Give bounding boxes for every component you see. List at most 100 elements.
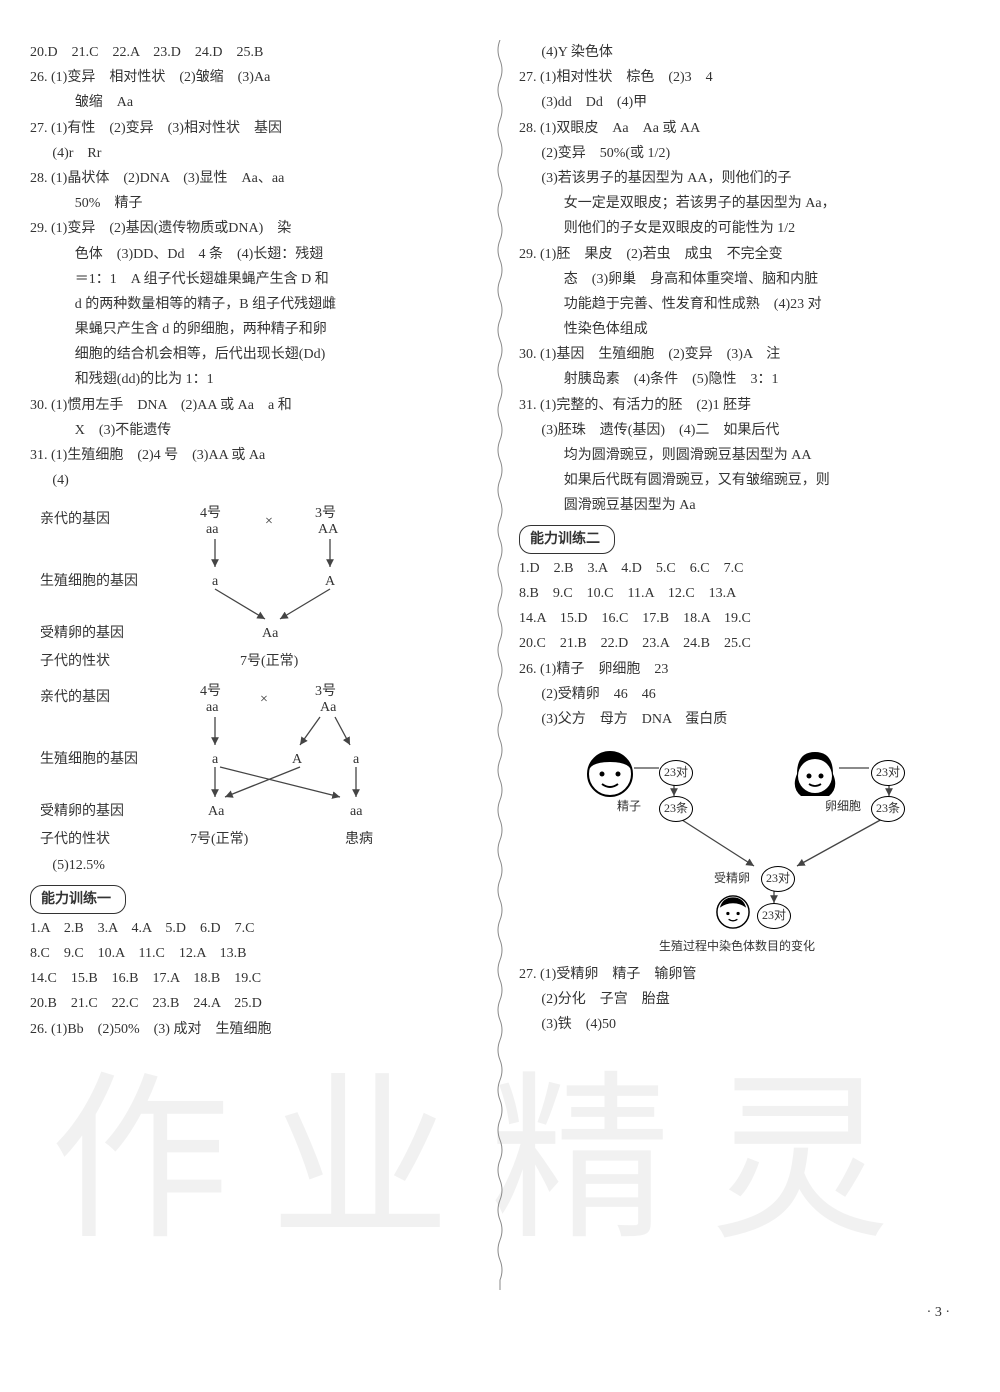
section-1-title: 能力训练一 xyxy=(30,879,481,916)
s1-1: 1.A 2.B 3.A 4.A 5.D 6.D 7.C xyxy=(30,916,481,941)
wavy-divider-icon xyxy=(496,40,504,1290)
chromosome-diagram: 23对 23对 23条 23条 精子 卵细胞 受精卵 23对 23对 生殖过程中… xyxy=(539,738,969,958)
r-28: 28. (1)双眼皮 Aa Aa 或 AA xyxy=(519,116,970,141)
r-27-2: 27. (1)受精卵 精子 输卵管 xyxy=(519,962,970,987)
ans-29f: 细胞的结合机会相等，后代出现长翅(Dd) xyxy=(30,342,481,367)
d1-A: A xyxy=(325,569,335,594)
ped-mother-23p: 23对 xyxy=(871,760,905,786)
genetics-diagram-1: 亲代的基因 4号 aa × 3号 AA 生殖细胞的基因 a A 受精卵的基因 A… xyxy=(40,501,481,671)
ans-29d: d 的两种数量相等的精子，B 组子代残翅雌 xyxy=(30,292,481,317)
d2-a: a xyxy=(212,747,218,772)
ans-29g: 和残翅(dd)的比为 1：1 xyxy=(30,367,481,392)
d2-p3g: Aa xyxy=(320,695,336,720)
d2-child2: 患病 xyxy=(345,827,373,852)
ped-sperm-label: 精子 xyxy=(617,796,641,818)
s2-26c: (3)父方 母方 DNA 蛋白质 xyxy=(519,707,970,732)
s2-3: 14.A 15.D 16.C 17.B 18.A 19.C xyxy=(519,606,970,631)
ans-31: 31. (1)生殖细胞 (2)4 号 (3)AA 或 Aa xyxy=(30,443,481,468)
d1-child: 7号(正常) xyxy=(240,649,298,674)
ans-26b: 皱缩 Aa xyxy=(30,90,481,115)
ped-zygote-label: 受精卵 xyxy=(714,868,750,890)
r-27-2c: (3)铁 (4)50 xyxy=(519,1012,970,1037)
r-29b: 态 (3)卵巢 身高和体重突增、脑和内脏 xyxy=(519,267,970,292)
ped-egg-23t: 23条 xyxy=(871,796,905,822)
father-face-icon xyxy=(584,748,636,800)
r-27-2b: (2)分化 子宫 胎盘 xyxy=(519,987,970,1012)
ped-zygote-23p: 23对 xyxy=(761,866,795,892)
d1-row4: 子代的性状 xyxy=(40,649,110,674)
ans-29b: 色体 (3)DD、Dd 4 条 (4)长翅：残翅 xyxy=(30,242,481,267)
s2-26: 26. (1)精子 卵细胞 23 xyxy=(519,657,970,682)
d2-a2: a xyxy=(353,747,359,772)
r-28e: 则他们的子女是双眼皮的可能性为 1/2 xyxy=(519,216,970,241)
d2-row4: 子代的性状 xyxy=(40,827,110,852)
d1-a: a xyxy=(212,569,218,594)
d2-child1: 7号(正常) xyxy=(190,827,248,852)
d2-row2: 生殖细胞的基因 xyxy=(40,747,138,772)
ans-20-25: 20.D 21.C 22.A 23.D 24.D 25.B xyxy=(30,40,481,65)
ans-31-5: (5)12.5% xyxy=(30,853,481,878)
section-tab-2: 能力训练二 xyxy=(519,525,615,554)
ped-sperm-23t: 23条 xyxy=(659,796,693,822)
r-28d: 女一定是双眼皮；若该男子的基因型为 Aa， xyxy=(519,191,970,216)
ans-30: 30. (1)惯用左手 DNA (2)AA 或 Aa a 和 xyxy=(30,393,481,418)
d1-row3: 受精卵的基因 xyxy=(40,621,124,646)
s1-5: 26. (1)Bb (2)50% (3) 成对 生殖细胞 xyxy=(30,1017,481,1042)
s2-26b: (2)受精卵 46 46 xyxy=(519,682,970,707)
s1-4: 20.B 21.C 22.C 23.B 24.A 25.D xyxy=(30,991,481,1016)
d1-p4g: aa xyxy=(206,517,218,542)
d2-p4g: aa xyxy=(206,695,218,720)
mother-face-icon xyxy=(789,748,841,800)
page-number: · 3 · xyxy=(30,1300,970,1325)
s2-1: 1.D 2.B 3.A 4.D 5.C 6.C 7.C xyxy=(519,556,970,581)
section-2-title: 能力训练二 xyxy=(519,519,970,556)
r-27: 27. (1)相对性状 棕色 (2)3 4 xyxy=(519,65,970,90)
r-30b: 射胰岛素 (4)条件 (5)隐性 3：1 xyxy=(519,367,970,392)
r-29d: 性染色体组成 xyxy=(519,317,970,342)
d2-row1: 亲代的基因 xyxy=(40,685,110,710)
r-31c: 均为圆滑豌豆，则圆滑豌豆基因型为 AA xyxy=(519,443,970,468)
d2-row3: 受精卵的基因 xyxy=(40,799,124,824)
ped-caption: 生殖过程中染色体数目的变化 xyxy=(659,936,815,958)
ans-27b: (4)r Rr xyxy=(30,141,481,166)
ans-29c: ＝1：1 A 组子代长翅雄果蝇产生含 D 和 xyxy=(30,267,481,292)
r-31d: 如果后代既有圆滑豌豆，又有皱缩豌豆，则 xyxy=(519,468,970,493)
r-31: 31. (1)完整的、有活力的胚 (2)1 胚芽 xyxy=(519,393,970,418)
r-31b: (3)胚珠 遗传(基因) (4)二 如果后代 xyxy=(519,418,970,443)
child-face-icon xyxy=(714,893,752,931)
ans-28b: 50% 精子 xyxy=(30,191,481,216)
s1-3: 14.C 15.B 16.B 17.A 18.B 19.C xyxy=(30,966,481,991)
r-31e: 圆滑豌豆基因型为 Aa xyxy=(519,493,970,518)
left-column: 20.D 21.C 22.A 23.D 24.D 25.B 26. (1)变异 … xyxy=(30,40,481,1290)
d1-Aa: Aa xyxy=(262,621,278,646)
ped-child-23p: 23对 xyxy=(757,903,791,929)
r-28b: (2)变异 50%(或 1/2) xyxy=(519,141,970,166)
ans-26: 26. (1)变异 相对性状 (2)皱缩 (3)Aa xyxy=(30,65,481,90)
d1-p3g: AA xyxy=(318,517,338,542)
ans-31b: (4) xyxy=(30,468,481,493)
d2-Aa: Aa xyxy=(208,799,224,824)
s1-2: 8.C 9.C 10.A 11.C 12.A 13.B xyxy=(30,941,481,966)
ans-28: 28. (1)晶状体 (2)DNA (3)显性 Aa、aa xyxy=(30,166,481,191)
r-29c: 功能趋于完善、性发育和性成熟 (4)23 对 xyxy=(519,292,970,317)
section-tab-1: 能力训练一 xyxy=(30,885,126,914)
ans-29e: 果蝇只产生含 d 的卵细胞，两种精子和卵 xyxy=(30,317,481,342)
d2-A: A xyxy=(292,747,302,772)
ans-30b: X (3)不能遗传 xyxy=(30,418,481,443)
r-27b: (3)dd Dd (4)甲 xyxy=(519,90,970,115)
r-1: (4)Y 染色体 xyxy=(519,40,970,65)
d1-row1: 亲代的基因 xyxy=(40,507,110,532)
ans-29: 29. (1)变异 (2)基因(遗传物质或DNA) 染 xyxy=(30,216,481,241)
s2-4: 20.C 21.B 22.D 23.A 24.B 25.C xyxy=(519,631,970,656)
right-column: (4)Y 染色体 27. (1)相对性状 棕色 (2)3 4 (3)dd Dd … xyxy=(519,40,970,1290)
ped-egg-label: 卵细胞 xyxy=(825,796,861,818)
d2-aa: aa xyxy=(350,799,362,824)
genetics-diagram-2: 亲代的基因 4号 aa × 3号 Aa 生殖细胞的基因 a A a 受精卵的基因… xyxy=(40,679,481,849)
r-28c: (3)若该男子的基因型为 AA，则他们的子 xyxy=(519,166,970,191)
d1-x: × xyxy=(265,509,273,534)
r-29: 29. (1)胚 果皮 (2)若虫 成虫 不完全变 xyxy=(519,242,970,267)
r-30: 30. (1)基因 生殖细胞 (2)变异 (3)A 注 xyxy=(519,342,970,367)
ans-27: 27. (1)有性 (2)变异 (3)相对性状 基因 xyxy=(30,116,481,141)
d2-x: × xyxy=(260,687,268,712)
column-separator xyxy=(491,40,509,1290)
